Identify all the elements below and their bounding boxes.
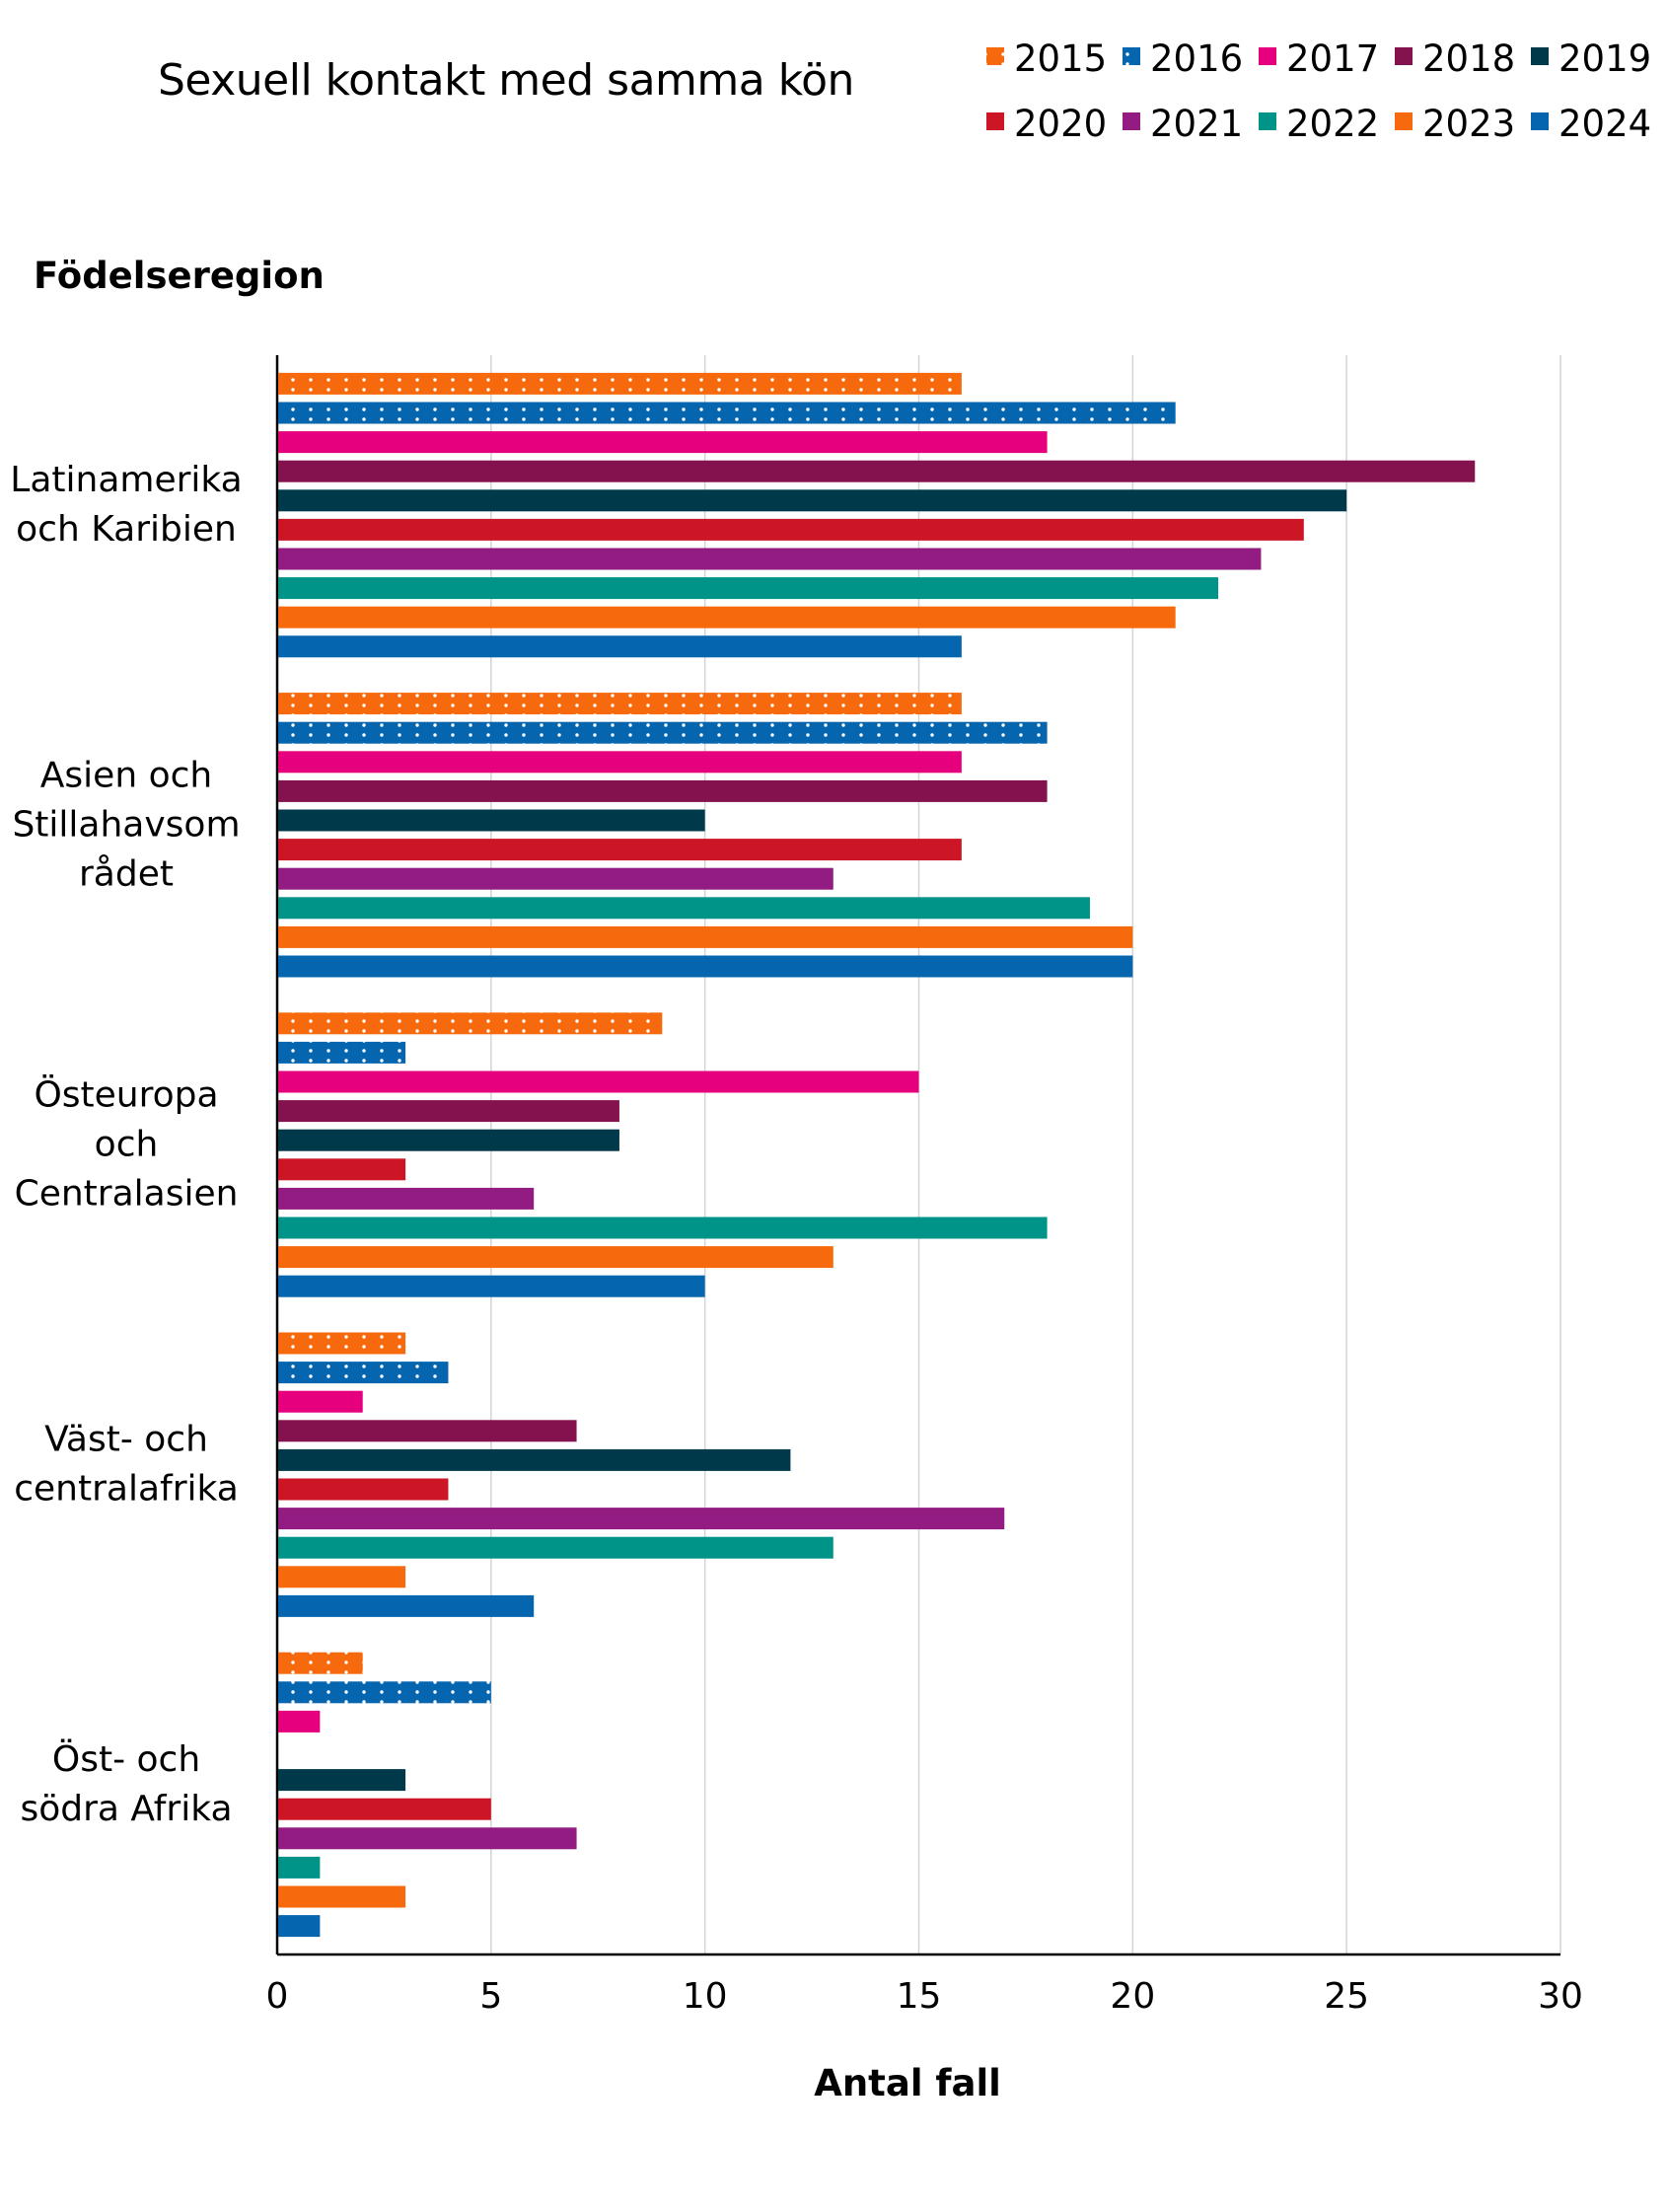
y-axis-title: Födelseregion bbox=[34, 255, 325, 297]
category-label: Östeuropa bbox=[34, 1074, 218, 1116]
legend-label: 2018 bbox=[1422, 37, 1515, 80]
bar bbox=[278, 1362, 449, 1384]
legend-swatch bbox=[1395, 47, 1413, 65]
bar bbox=[278, 635, 962, 658]
x-axis-title: Antal fall bbox=[814, 2062, 1001, 2104]
category-label: och bbox=[95, 1125, 159, 1165]
bar bbox=[278, 1856, 321, 1879]
legend-swatch bbox=[1259, 112, 1276, 130]
bar bbox=[278, 372, 962, 395]
legend-label: 2023 bbox=[1422, 103, 1515, 145]
category-label: Asien och bbox=[40, 755, 212, 795]
category-label: Centralasien bbox=[15, 1174, 239, 1215]
bar bbox=[278, 1070, 919, 1093]
bar bbox=[278, 402, 1176, 424]
legend-label: 2019 bbox=[1558, 37, 1651, 80]
bar bbox=[278, 460, 1476, 482]
bar bbox=[278, 1275, 705, 1297]
bar bbox=[278, 1594, 535, 1617]
x-tick-label: 15 bbox=[897, 1976, 942, 2017]
category-label: rådet bbox=[79, 853, 174, 894]
category-label: och Karibien bbox=[16, 509, 237, 550]
bar bbox=[278, 1885, 406, 1908]
legend-label: 2015 bbox=[1014, 37, 1107, 80]
bar bbox=[278, 1652, 363, 1674]
bar bbox=[278, 1217, 1048, 1239]
x-tick-label: 20 bbox=[1110, 1976, 1155, 2017]
bar bbox=[278, 1100, 619, 1123]
bar bbox=[278, 1769, 406, 1792]
category-label: Stillahavsom bbox=[12, 804, 240, 845]
bar bbox=[278, 779, 1048, 802]
bar bbox=[278, 1710, 321, 1733]
category-label: södra Afrika bbox=[20, 1789, 232, 1829]
bar bbox=[278, 897, 1090, 920]
bar bbox=[278, 1012, 663, 1035]
legend-label: 2022 bbox=[1286, 103, 1379, 145]
x-tick-label: 10 bbox=[683, 1976, 728, 2017]
bar bbox=[278, 1478, 449, 1501]
bar bbox=[278, 867, 834, 890]
bar bbox=[278, 839, 962, 861]
bar bbox=[278, 955, 1133, 978]
legend-swatch bbox=[1395, 112, 1413, 130]
bar bbox=[278, 1536, 834, 1559]
category-label: Latinamerika bbox=[10, 460, 242, 500]
bar bbox=[278, 693, 962, 715]
bar bbox=[278, 1915, 321, 1938]
bar bbox=[278, 1041, 406, 1064]
bar bbox=[278, 925, 1133, 948]
category-label: centralafrika bbox=[14, 1469, 239, 1510]
x-tick-label: 25 bbox=[1324, 1976, 1369, 2017]
legend-swatch bbox=[1123, 47, 1140, 65]
bar bbox=[278, 1420, 577, 1442]
legend-swatch bbox=[1123, 112, 1140, 130]
bar bbox=[278, 1566, 406, 1588]
bar bbox=[278, 751, 962, 774]
legend-label: 2024 bbox=[1558, 103, 1651, 145]
chart-title: Sexuell kontakt med samma kön bbox=[158, 55, 854, 106]
bar bbox=[278, 721, 1048, 744]
legend-swatch bbox=[986, 47, 1004, 65]
legend-swatch bbox=[1259, 47, 1276, 65]
x-tick-label: 0 bbox=[266, 1976, 289, 2017]
bar bbox=[278, 606, 1176, 628]
bar bbox=[278, 1332, 406, 1355]
bar bbox=[278, 1798, 491, 1820]
legend-swatch bbox=[1531, 47, 1549, 65]
bar bbox=[278, 1681, 491, 1704]
bar bbox=[278, 1246, 834, 1269]
bar bbox=[278, 518, 1304, 541]
bar bbox=[278, 1158, 406, 1181]
bar bbox=[278, 577, 1219, 600]
legend-label: 2017 bbox=[1286, 37, 1379, 80]
bar bbox=[278, 548, 1262, 570]
bar bbox=[278, 809, 705, 832]
x-tick-label: 5 bbox=[479, 1976, 502, 2017]
bar bbox=[278, 1448, 791, 1471]
legend-swatch bbox=[986, 112, 1004, 130]
bar bbox=[278, 1827, 577, 1850]
legend-label: 2021 bbox=[1150, 103, 1243, 145]
x-tick-label: 30 bbox=[1538, 1976, 1583, 2017]
legend-swatch bbox=[1531, 112, 1549, 130]
bar bbox=[278, 1187, 535, 1210]
legend-label: 2020 bbox=[1014, 103, 1107, 145]
bar bbox=[278, 1390, 363, 1413]
bar bbox=[278, 489, 1347, 512]
category-label: Väst- och bbox=[44, 1420, 208, 1460]
bar bbox=[278, 1129, 619, 1151]
category-label: Öst- och bbox=[52, 1738, 200, 1780]
bar bbox=[278, 431, 1048, 454]
bar bbox=[278, 1508, 1005, 1530]
legend-label: 2016 bbox=[1150, 37, 1243, 80]
